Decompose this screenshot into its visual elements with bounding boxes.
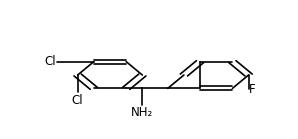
- Text: F: F: [249, 83, 256, 96]
- Text: NH₂: NH₂: [131, 106, 153, 119]
- Text: Cl: Cl: [45, 55, 56, 68]
- Text: Cl: Cl: [72, 94, 83, 106]
